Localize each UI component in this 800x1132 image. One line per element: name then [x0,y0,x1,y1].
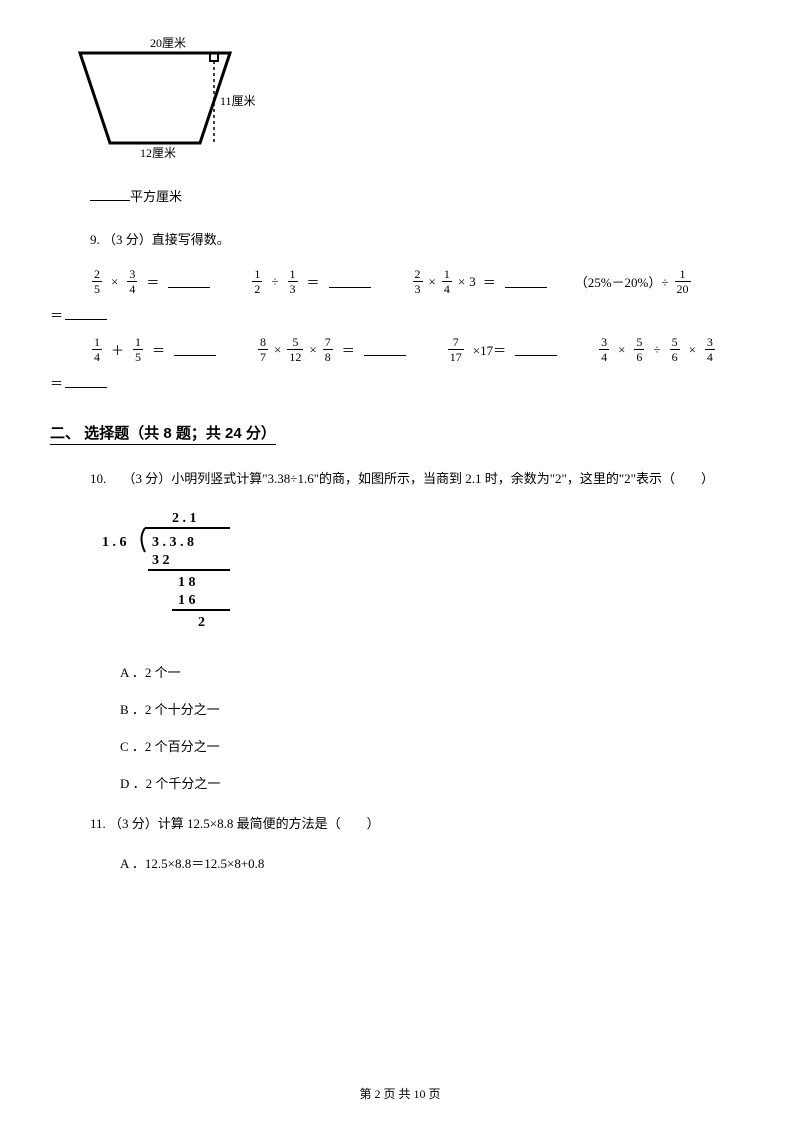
svg-text:3 2: 3 2 [152,553,170,568]
svg-text:1 6: 1 6 [178,593,196,608]
q9-prompt: 9. （3 分）直接写得数。 [50,226,750,255]
svg-text:1 8: 1 8 [178,575,196,590]
page-footer: 第 2 页 共 10 页 [0,1085,800,1102]
trap-right-label: 11厘米 [220,94,255,108]
section-2-title: 二、 选择题（共 8 题；共 24 分） [50,422,276,445]
q10-choice-b[interactable]: B ．2 个十分之一 [50,699,750,718]
q10-choice-d[interactable]: D ．2 个千分之一 [50,773,750,792]
svg-text:2 . 1: 2 . 1 [172,511,197,526]
trap-top-label: 20厘米 [150,36,186,50]
svg-text:2: 2 [198,615,205,630]
q8-blank[interactable] [90,187,130,201]
q9-row1: 25 × 34 ＝ 12 ÷ 13 ＝ 23 × 14 ×3 ＝ （25%－20… [90,268,750,295]
q10-choice-a[interactable]: A ．2 个一 [50,662,750,681]
q11-choice-a[interactable]: A ．12.5×8.8＝12.5×8+0.8 [50,853,750,872]
trapezoid-figure: 20厘米 11厘米 12厘米 [70,35,750,165]
q10-text: 10. （3 分）小明列竖式计算"3.38÷1.6"的商，如图所示，当商到 2.… [50,463,750,494]
svg-text:1 . 6: 1 . 6 [102,535,127,550]
trap-bottom-label: 12厘米 [140,146,176,160]
q9-row2: 14 ＋ 15 ＝ 87 × 512 × 78 ＝ 717 ×17＝ 34 × … [90,336,750,363]
svg-text:3 . 3 . 8: 3 . 3 . 8 [152,535,194,550]
q8-answer: 平方厘米 [50,183,750,212]
q11-text: 11. （3 分）计算 12.5×8.8 最简便的方法是（ ） [50,810,750,839]
long-division-figure: 2 . 1 1 . 6 3 . 3 . 8 3 2 1 8 1 6 2 [100,508,750,642]
q10-choice-c[interactable]: C ．2 个百分之一 [50,736,750,755]
trapezoid-shape [80,53,230,143]
